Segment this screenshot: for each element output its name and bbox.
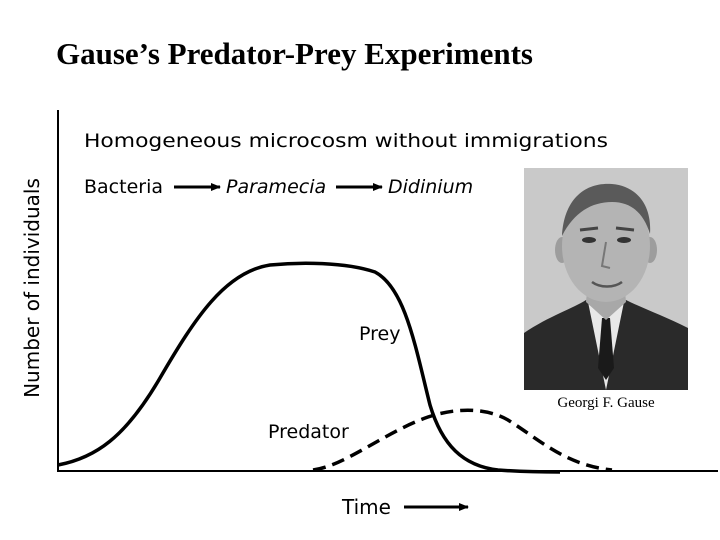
portrait-image [524, 168, 688, 390]
predator-label: Predator [268, 421, 349, 443]
food-chain-paramecia: Paramecia [226, 176, 326, 198]
prey-label: Prey [359, 323, 400, 345]
food-chain-bacteria: Bacteria [84, 176, 163, 198]
portrait-photo [524, 168, 688, 390]
slide-title: Gause’s Predator-Prey Experiments [56, 36, 533, 71]
x-axis-label: Time [341, 495, 391, 519]
food-chain-didinium: Didinium [388, 176, 473, 198]
y-axis-label: Number of individuals [20, 178, 44, 398]
portrait-caption: Georgi F. Gause [557, 395, 655, 411]
prey-curve [57, 261, 561, 474]
diagram-heading: Homogeneous microcosm without immigratio… [84, 130, 608, 152]
predator-curve [312, 408, 613, 472]
